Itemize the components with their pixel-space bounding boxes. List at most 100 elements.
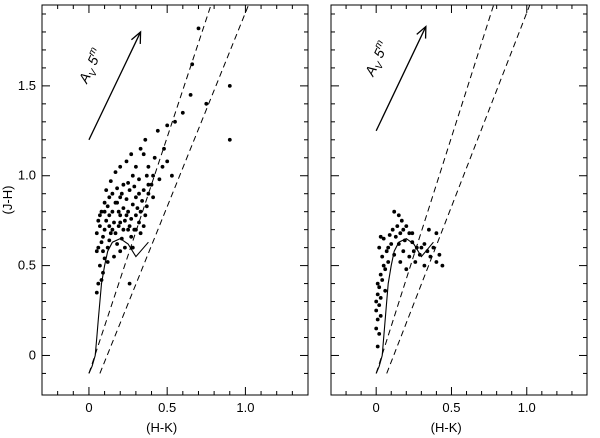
data-point [380,254,385,259]
data-point [162,146,166,151]
data-point [149,182,154,187]
data-point [410,240,415,245]
data-point [134,227,138,232]
data-point [127,281,132,286]
data-point [134,195,138,200]
data-point [204,101,209,106]
data-point [160,164,165,169]
data-point [101,234,105,239]
reddening-vector-arrow [375,26,427,132]
panel-left: 0 0.5 1.0 0 0.5 1.0 1.5 (H-K) (J-H) AV5m [0,4,309,435]
data-point [144,204,149,209]
data-point [407,231,412,236]
data-point [422,263,427,268]
data-point [190,62,195,67]
data-point [110,227,115,232]
data-point [113,200,118,205]
data-point [377,245,382,250]
reddening-vector-arrow [88,31,142,141]
data-point [112,254,116,259]
data-point [165,123,170,128]
arrow-head [131,30,142,44]
data-point [108,231,113,236]
data-point [119,191,124,196]
x-tick-label: 1.0 [518,400,536,415]
data-point [130,202,135,207]
reddening-band-line [375,5,495,374]
data-point [121,206,126,211]
data-point [143,137,148,142]
data-point [402,238,407,243]
data-point [386,260,391,264]
reddening-vector-label: AV5m [74,46,109,89]
data-point [98,224,102,229]
data-point [99,240,104,245]
data-point [115,186,119,191]
data-point [105,245,110,250]
data-point [110,191,115,196]
data-point [123,218,127,223]
data-point [126,209,130,214]
data-point [374,299,379,304]
data-point [107,213,112,218]
data-point [375,317,380,322]
data-point [102,200,107,205]
y-tick-label: 0.5 [18,258,36,273]
av-subscript: V [374,60,387,72]
data-point [375,344,380,349]
data-point [94,249,99,254]
x-tick-label: 0 [85,400,92,415]
data-point [124,197,129,202]
data-point [398,231,403,236]
data-point [390,227,395,232]
data-point [124,213,129,218]
data-point [375,292,380,297]
data-point [428,254,433,259]
data-point [437,252,442,257]
data-point [378,234,383,239]
x-axis-label: (H-K) [146,420,177,435]
data-point [96,281,101,286]
data-point [440,263,445,268]
data-point [107,224,112,229]
data-point [129,152,134,157]
data-point [165,159,170,164]
data-point [374,308,379,313]
data-point [115,242,119,246]
data-point [170,173,174,178]
data-point [102,227,107,232]
data-point [130,245,135,250]
data-point [129,217,134,221]
data-point [387,233,392,237]
data-point [105,260,110,264]
data-point [434,260,439,264]
data-point [118,249,123,254]
data-point [127,224,132,229]
data-point [107,238,112,243]
x-tick-label: 0.5 [158,400,176,415]
data-point [101,270,105,275]
data-point [386,245,391,250]
plot-frame [41,4,309,396]
data-point [384,249,389,254]
data-point [425,249,430,254]
data-point [396,213,401,218]
data-point [375,281,380,286]
data-point [138,231,143,236]
data-point [227,84,232,88]
data-point [113,170,118,175]
data-point [155,128,160,133]
data-point [134,164,138,169]
data-point [132,184,137,189]
data-point [104,218,109,223]
data-point [137,177,141,182]
x-tick-label: 1.0 [236,400,254,415]
data-point [392,252,397,257]
intrinsic-color-locus [375,237,434,374]
data-point [146,164,151,169]
data-point [116,209,121,214]
x-tick-label: 0 [373,400,380,415]
reddening-vector-label: AV5m [360,38,395,81]
data-point [99,278,104,282]
data-point [393,234,398,239]
